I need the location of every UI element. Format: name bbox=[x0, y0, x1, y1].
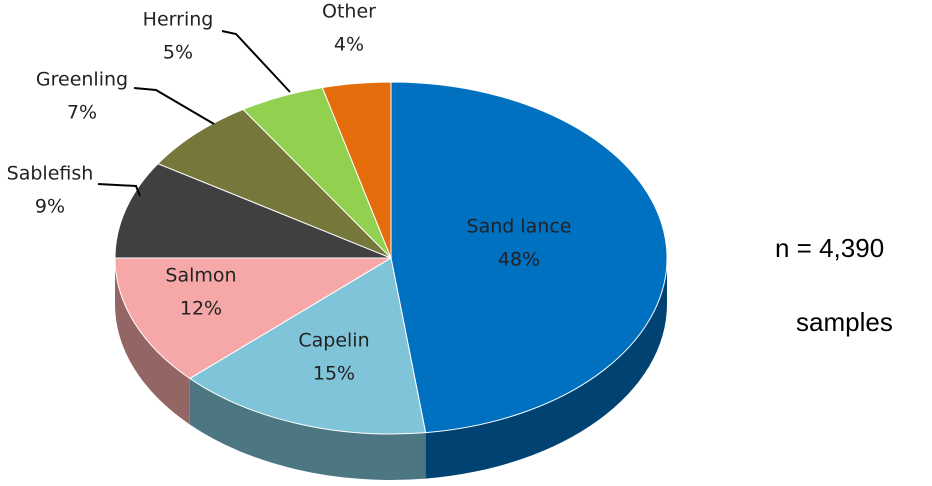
pie-slice bbox=[114, 257, 393, 380]
pie-slice bbox=[114, 163, 392, 259]
annotation: n = 4,390 bbox=[775, 233, 884, 263]
leader-line bbox=[97, 183, 141, 197]
category-label: Capelin bbox=[298, 330, 369, 352]
pie-wall bbox=[115, 258, 190, 425]
category-label: Other bbox=[322, 1, 376, 23]
value-label: 9% bbox=[35, 196, 65, 218]
category-label: Salmon bbox=[165, 265, 236, 287]
category-label: Herring bbox=[143, 9, 214, 31]
annotation: samples bbox=[796, 307, 893, 337]
category-label: Sablefish bbox=[7, 163, 94, 185]
value-label: 48% bbox=[498, 249, 540, 271]
value-label: 15% bbox=[313, 363, 355, 385]
value-label: 12% bbox=[180, 298, 222, 320]
pie-wall bbox=[189, 378, 426, 480]
value-label: 7% bbox=[67, 102, 97, 124]
value-label: 4% bbox=[334, 34, 364, 56]
pie-slice bbox=[157, 108, 392, 259]
pie-slice bbox=[390, 81, 668, 434]
leader-line bbox=[133, 87, 215, 125]
labels: Sand lance 48% Capelin 15% Salmon 12% Sablefis… bbox=[7, 1, 572, 385]
pie-slice bbox=[188, 257, 427, 435]
category-label: Sand lance bbox=[467, 216, 572, 238]
value-label: 5% bbox=[163, 42, 193, 64]
pie-tops bbox=[114, 81, 668, 435]
category-label: Greenling bbox=[36, 69, 128, 91]
pie-slice bbox=[321, 81, 392, 259]
leader-line bbox=[221, 30, 291, 93]
